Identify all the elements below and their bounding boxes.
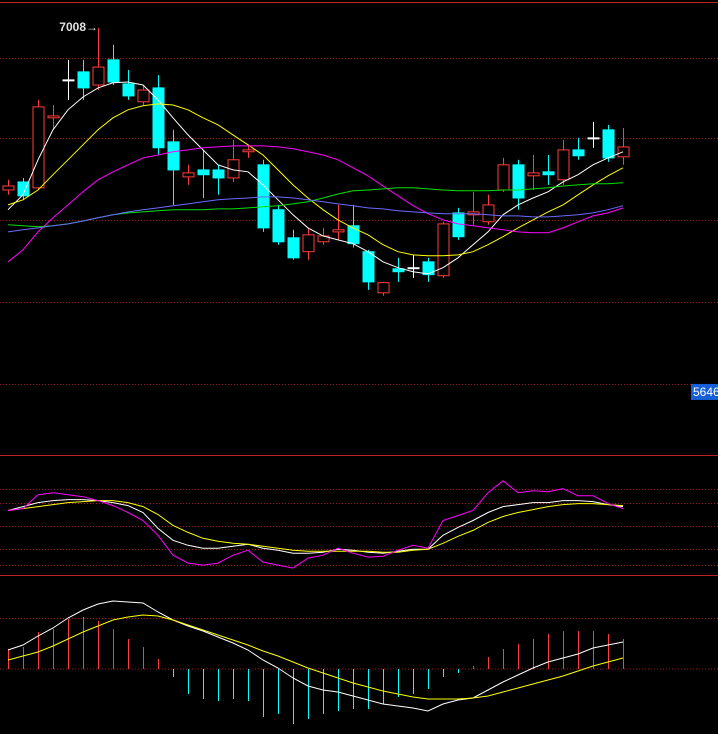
candle-body	[167, 141, 180, 171]
candle-body	[587, 137, 600, 140]
indicator-line	[7, 614, 624, 700]
candle-body	[107, 59, 120, 83]
candle-body	[542, 171, 555, 176]
candle-body	[287, 237, 300, 259]
candle-body	[2, 185, 15, 191]
indicator-line	[7, 196, 624, 233]
candle-body	[17, 181, 30, 197]
candle-body	[437, 223, 450, 277]
candle-body	[572, 149, 585, 157]
indicator-line	[7, 500, 624, 553]
price-tag-box	[691, 383, 718, 400]
candle-body	[302, 234, 315, 253]
candle-body	[617, 146, 630, 158]
high-label: 7008→	[59, 20, 98, 34]
candle-body	[497, 164, 510, 191]
candle-body	[527, 172, 540, 177]
candle-body	[62, 79, 75, 82]
candle-body	[422, 261, 435, 276]
candle-body	[257, 164, 270, 229]
indicator-line	[7, 480, 624, 569]
candle-body	[392, 268, 405, 273]
candle-body	[362, 251, 375, 283]
indicator-line	[7, 81, 624, 275]
candle-body	[77, 71, 90, 89]
candle-body	[137, 89, 150, 103]
candle-body	[197, 169, 210, 176]
candle-body	[272, 209, 285, 243]
indicator-line	[7, 499, 624, 554]
price-tag: 5646	[693, 385, 718, 399]
candle-body	[122, 83, 135, 97]
indicator-line	[7, 600, 624, 712]
candle-body	[32, 106, 45, 189]
candle-body	[182, 172, 195, 178]
candle-body	[602, 129, 615, 159]
candle-body	[47, 115, 60, 119]
candle-body	[152, 87, 165, 149]
candle-body	[212, 169, 225, 179]
candle-body	[377, 282, 390, 294]
indicator-line	[7, 103, 624, 257]
candle-body	[407, 267, 420, 270]
indicator-line	[7, 145, 624, 263]
candle-body	[332, 229, 345, 233]
candle-body	[557, 149, 570, 181]
candle-body	[512, 164, 525, 199]
candle-body	[92, 66, 105, 86]
candle-body	[227, 159, 240, 179]
candle-body	[242, 149, 255, 153]
candle-body	[482, 204, 495, 223]
